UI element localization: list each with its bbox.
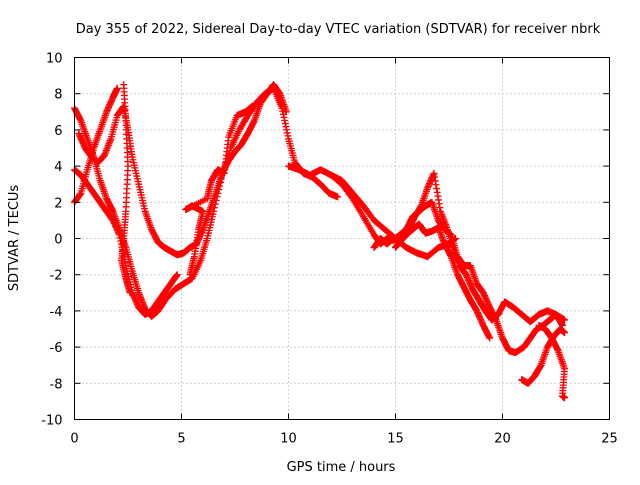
- y-tick-label: 0: [54, 233, 62, 248]
- data-point: [126, 289, 134, 297]
- data-point: [561, 329, 569, 337]
- data-point: [561, 316, 569, 324]
- y-tick-label: -6: [50, 341, 63, 356]
- chart-title: Day 355 of 2022, Sidereal Day-to-day VTE…: [76, 22, 601, 37]
- y-tick-label: -2: [50, 269, 63, 284]
- data-point: [113, 84, 121, 92]
- data-point: [282, 108, 290, 116]
- series-track-1: [71, 84, 342, 320]
- y-tick-label: 4: [54, 160, 62, 175]
- series-track-8: [327, 171, 566, 357]
- data-points: [71, 81, 569, 402]
- data-point: [334, 193, 342, 201]
- series-track-10: [370, 220, 494, 342]
- y-tick-label: -8: [50, 377, 63, 392]
- x-tick-label: 25: [601, 432, 618, 447]
- series-track-9: [392, 169, 569, 326]
- data-point: [561, 394, 569, 402]
- series-track-5: [118, 81, 134, 297]
- y-tick-label: -10: [41, 414, 62, 429]
- series-track-12: [535, 321, 569, 402]
- x-tick-label: 15: [387, 432, 404, 447]
- series-track-3: [71, 84, 121, 206]
- x-axis-label: GPS time / hours: [287, 460, 396, 475]
- x-tick-label: 5: [177, 432, 185, 447]
- x-tick-label: 0: [70, 432, 78, 447]
- y-tick-label: 6: [54, 124, 62, 139]
- series-track-6: [182, 102, 256, 279]
- y-axis-label: SDTVAR / TECUs: [7, 185, 22, 292]
- y-tick-label: 8: [54, 88, 62, 103]
- y-tick-label: 2: [54, 196, 62, 211]
- data-point: [173, 271, 181, 279]
- y-tick-label: 10: [46, 52, 63, 67]
- y-tick-label: -4: [50, 305, 63, 320]
- data-point: [486, 334, 494, 342]
- data-point: [248, 102, 256, 110]
- x-tick-label: 20: [494, 432, 511, 447]
- x-tick-label: 10: [280, 432, 297, 447]
- axis-ticks: 0 5 10 15 20 25 -10 -8 -6 -4 -2 0 2 4 6 8 10: [41, 52, 618, 447]
